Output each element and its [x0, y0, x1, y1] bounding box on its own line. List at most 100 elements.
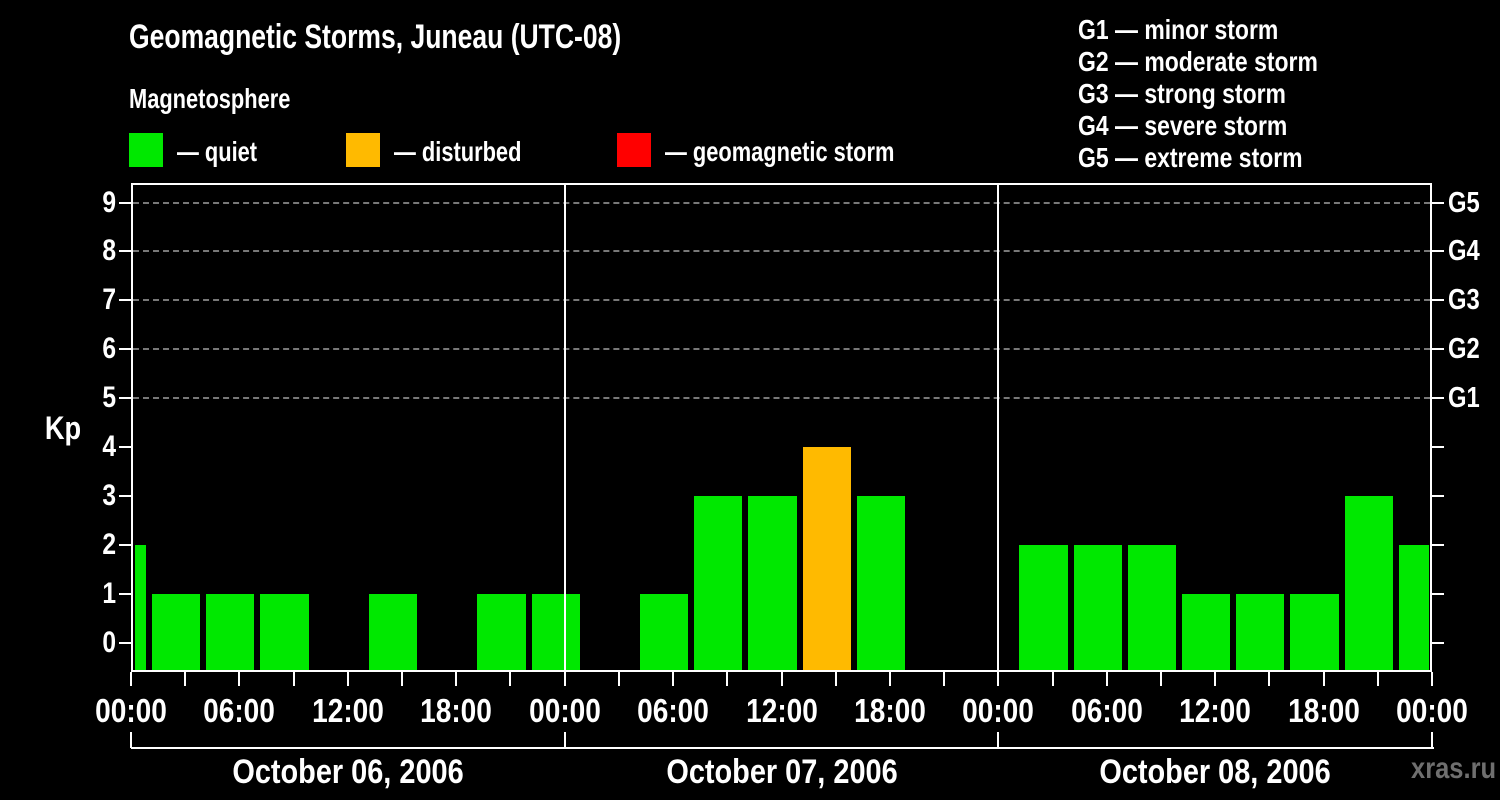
y-tick-label: 2 [102, 527, 116, 561]
y-tick [119, 201, 131, 204]
storm-scale-legend: G1 — minor storm G2 — moderate storm G3 … [1078, 14, 1371, 174]
y-tick-right [1432, 397, 1444, 400]
y-tick [119, 348, 131, 351]
kp-bar-quiet [531, 593, 580, 670]
date-bracket-tick [563, 732, 566, 748]
day-separator [563, 185, 566, 670]
y-tick-right [1432, 299, 1444, 302]
x-tick [672, 672, 675, 686]
x-tick [1376, 672, 1379, 686]
kp-bar-quiet [368, 593, 418, 670]
x-tick [834, 672, 837, 686]
kp-bar-quiet [1073, 544, 1122, 670]
y-tick-label: 6 [102, 332, 116, 366]
y-tick [119, 543, 131, 546]
y-tick-label: 9 [102, 185, 116, 219]
y-tick [119, 250, 131, 253]
y-tick [119, 641, 131, 644]
x-tick [292, 672, 295, 686]
kp-bar-quiet [135, 544, 147, 670]
x-tick-label: 00:00 [95, 692, 167, 729]
y-axis-title: Kp [44, 410, 82, 446]
y-tick-right [1432, 201, 1444, 204]
y-tick [119, 299, 131, 302]
x-tick [1431, 672, 1433, 686]
quiet-color-swatch [129, 133, 163, 167]
storm-scale-g2: G2 — moderate storm [1078, 46, 1318, 77]
y-tick [119, 494, 131, 497]
x-tick [130, 672, 132, 686]
x-tick-label: 12:00 [311, 692, 384, 729]
x-tick [888, 672, 891, 686]
kp-bar-quiet [694, 495, 743, 670]
date-label: October 06, 2006 [232, 753, 464, 791]
date-bracket-tick [130, 732, 132, 748]
x-tick-label: 00:00 [528, 692, 601, 729]
storm-scale-g3: G3 — strong storm [1078, 78, 1286, 109]
legend-label-disturbed: — disturbed [394, 136, 522, 167]
storm-scale-g4: G4 — severe storm [1078, 110, 1288, 141]
y-tick-right [1432, 494, 1444, 497]
legend-label-storm: — geomagnetic storm [665, 136, 895, 167]
x-tick [943, 672, 946, 686]
g-scale-label-g4: G4 [1448, 235, 1480, 268]
x-tick [509, 672, 512, 686]
date-bracket-line [131, 747, 1434, 749]
kp-bar-quiet [1127, 544, 1177, 670]
x-tick [1105, 672, 1108, 686]
kp-bar-quiet [1019, 544, 1068, 670]
g-scale-label-g3: G3 [1448, 284, 1480, 317]
x-tick [1268, 672, 1271, 686]
x-tick-label: 06:00 [1070, 692, 1143, 729]
x-tick [997, 672, 1000, 686]
x-tick [780, 672, 783, 686]
y-tick-right [1432, 348, 1444, 351]
x-tick [1214, 672, 1217, 686]
x-tick [346, 672, 349, 686]
kp-bar-quiet [1344, 495, 1393, 670]
kp-bar-quiet [748, 495, 797, 670]
y-tick-right [1432, 592, 1444, 595]
y-tick-label: 7 [102, 283, 116, 317]
y-tick-label: 8 [102, 234, 116, 268]
kp-bar-quiet [152, 593, 201, 670]
x-tick [238, 672, 241, 686]
y-tick [119, 446, 131, 449]
x-tick [617, 672, 620, 686]
storm-color-swatch [617, 133, 651, 167]
x-tick [1051, 672, 1054, 686]
date-label: October 08, 2006 [1099, 753, 1331, 791]
x-tick [726, 672, 729, 686]
x-tick [455, 672, 458, 686]
storm-scale-g5: G5 — extreme storm [1078, 142, 1303, 173]
y-tick-label: 4 [102, 430, 116, 464]
x-tick-label: 18:00 [420, 692, 493, 729]
watermark: xras.ru [1410, 752, 1496, 785]
g-scale-label-g2: G2 [1448, 333, 1480, 366]
gridline-kp7 [133, 299, 1430, 302]
g-scale-label-g1: G1 [1448, 382, 1480, 415]
kp-bar-disturbed [802, 447, 851, 670]
y-tick-label: 5 [102, 381, 116, 415]
y-tick-right [1432, 250, 1444, 253]
gridline-kp9 [133, 201, 1430, 204]
kp-bar-quiet [1398, 544, 1429, 670]
kp-bar-quiet [206, 593, 255, 670]
date-label: October 07, 2006 [665, 753, 898, 791]
date-bracket-tick [1431, 732, 1433, 748]
y-tick-label: 3 [102, 478, 116, 512]
x-tick [184, 672, 187, 686]
chart-subtitle: Magnetosphere [129, 83, 291, 114]
y-tick-right [1432, 641, 1444, 644]
x-tick-label: 06:00 [203, 692, 276, 729]
kp-bar-quiet [1236, 593, 1285, 670]
legend-label-quiet: — quiet [177, 136, 258, 167]
day-separator [997, 185, 1000, 670]
storm-scale-g1: G1 — minor storm [1078, 14, 1279, 45]
y-tick-label: 0 [102, 625, 116, 659]
y-tick-label: 1 [102, 576, 116, 610]
disturbed-color-swatch [346, 133, 380, 167]
page-title: Geomagnetic Storms, Juneau (UTC-08) [129, 18, 622, 56]
y-tick [119, 397, 131, 400]
g-scale-label-g5: G5 [1448, 186, 1480, 219]
